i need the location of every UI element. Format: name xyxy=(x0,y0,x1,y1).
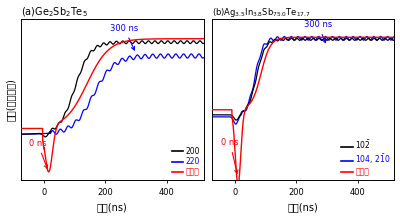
Text: 300 ns: 300 ns xyxy=(304,20,332,43)
Text: (b)Ag$_{3.5}$In$_{3.8}$Sb$_{75.0}$Te$_{17.7}$: (b)Ag$_{3.5}$In$_{3.8}$Sb$_{75.0}$Te$_{1… xyxy=(212,6,310,19)
Text: 0 ns: 0 ns xyxy=(221,138,239,173)
X-axis label: 時間(ns): 時間(ns) xyxy=(97,203,128,213)
Text: (a)Ge$_2$Sb$_2$Te$_5$: (a)Ge$_2$Sb$_2$Te$_5$ xyxy=(21,5,88,19)
Legend: 200, 220, 反射率: 200, 220, 反射率 xyxy=(172,147,200,176)
Y-axis label: 強度(任意単位): 強度(任意単位) xyxy=(6,78,16,121)
Legend: 10$\bar{2}$, 104, 2$\bar{1}$0, 反射率: 10$\bar{2}$, 104, 2$\bar{1}$0, 反射率 xyxy=(342,139,391,176)
X-axis label: 時間(ns): 時間(ns) xyxy=(288,203,318,213)
Text: 300 ns: 300 ns xyxy=(110,24,138,50)
Text: 0 ns: 0 ns xyxy=(29,139,48,169)
